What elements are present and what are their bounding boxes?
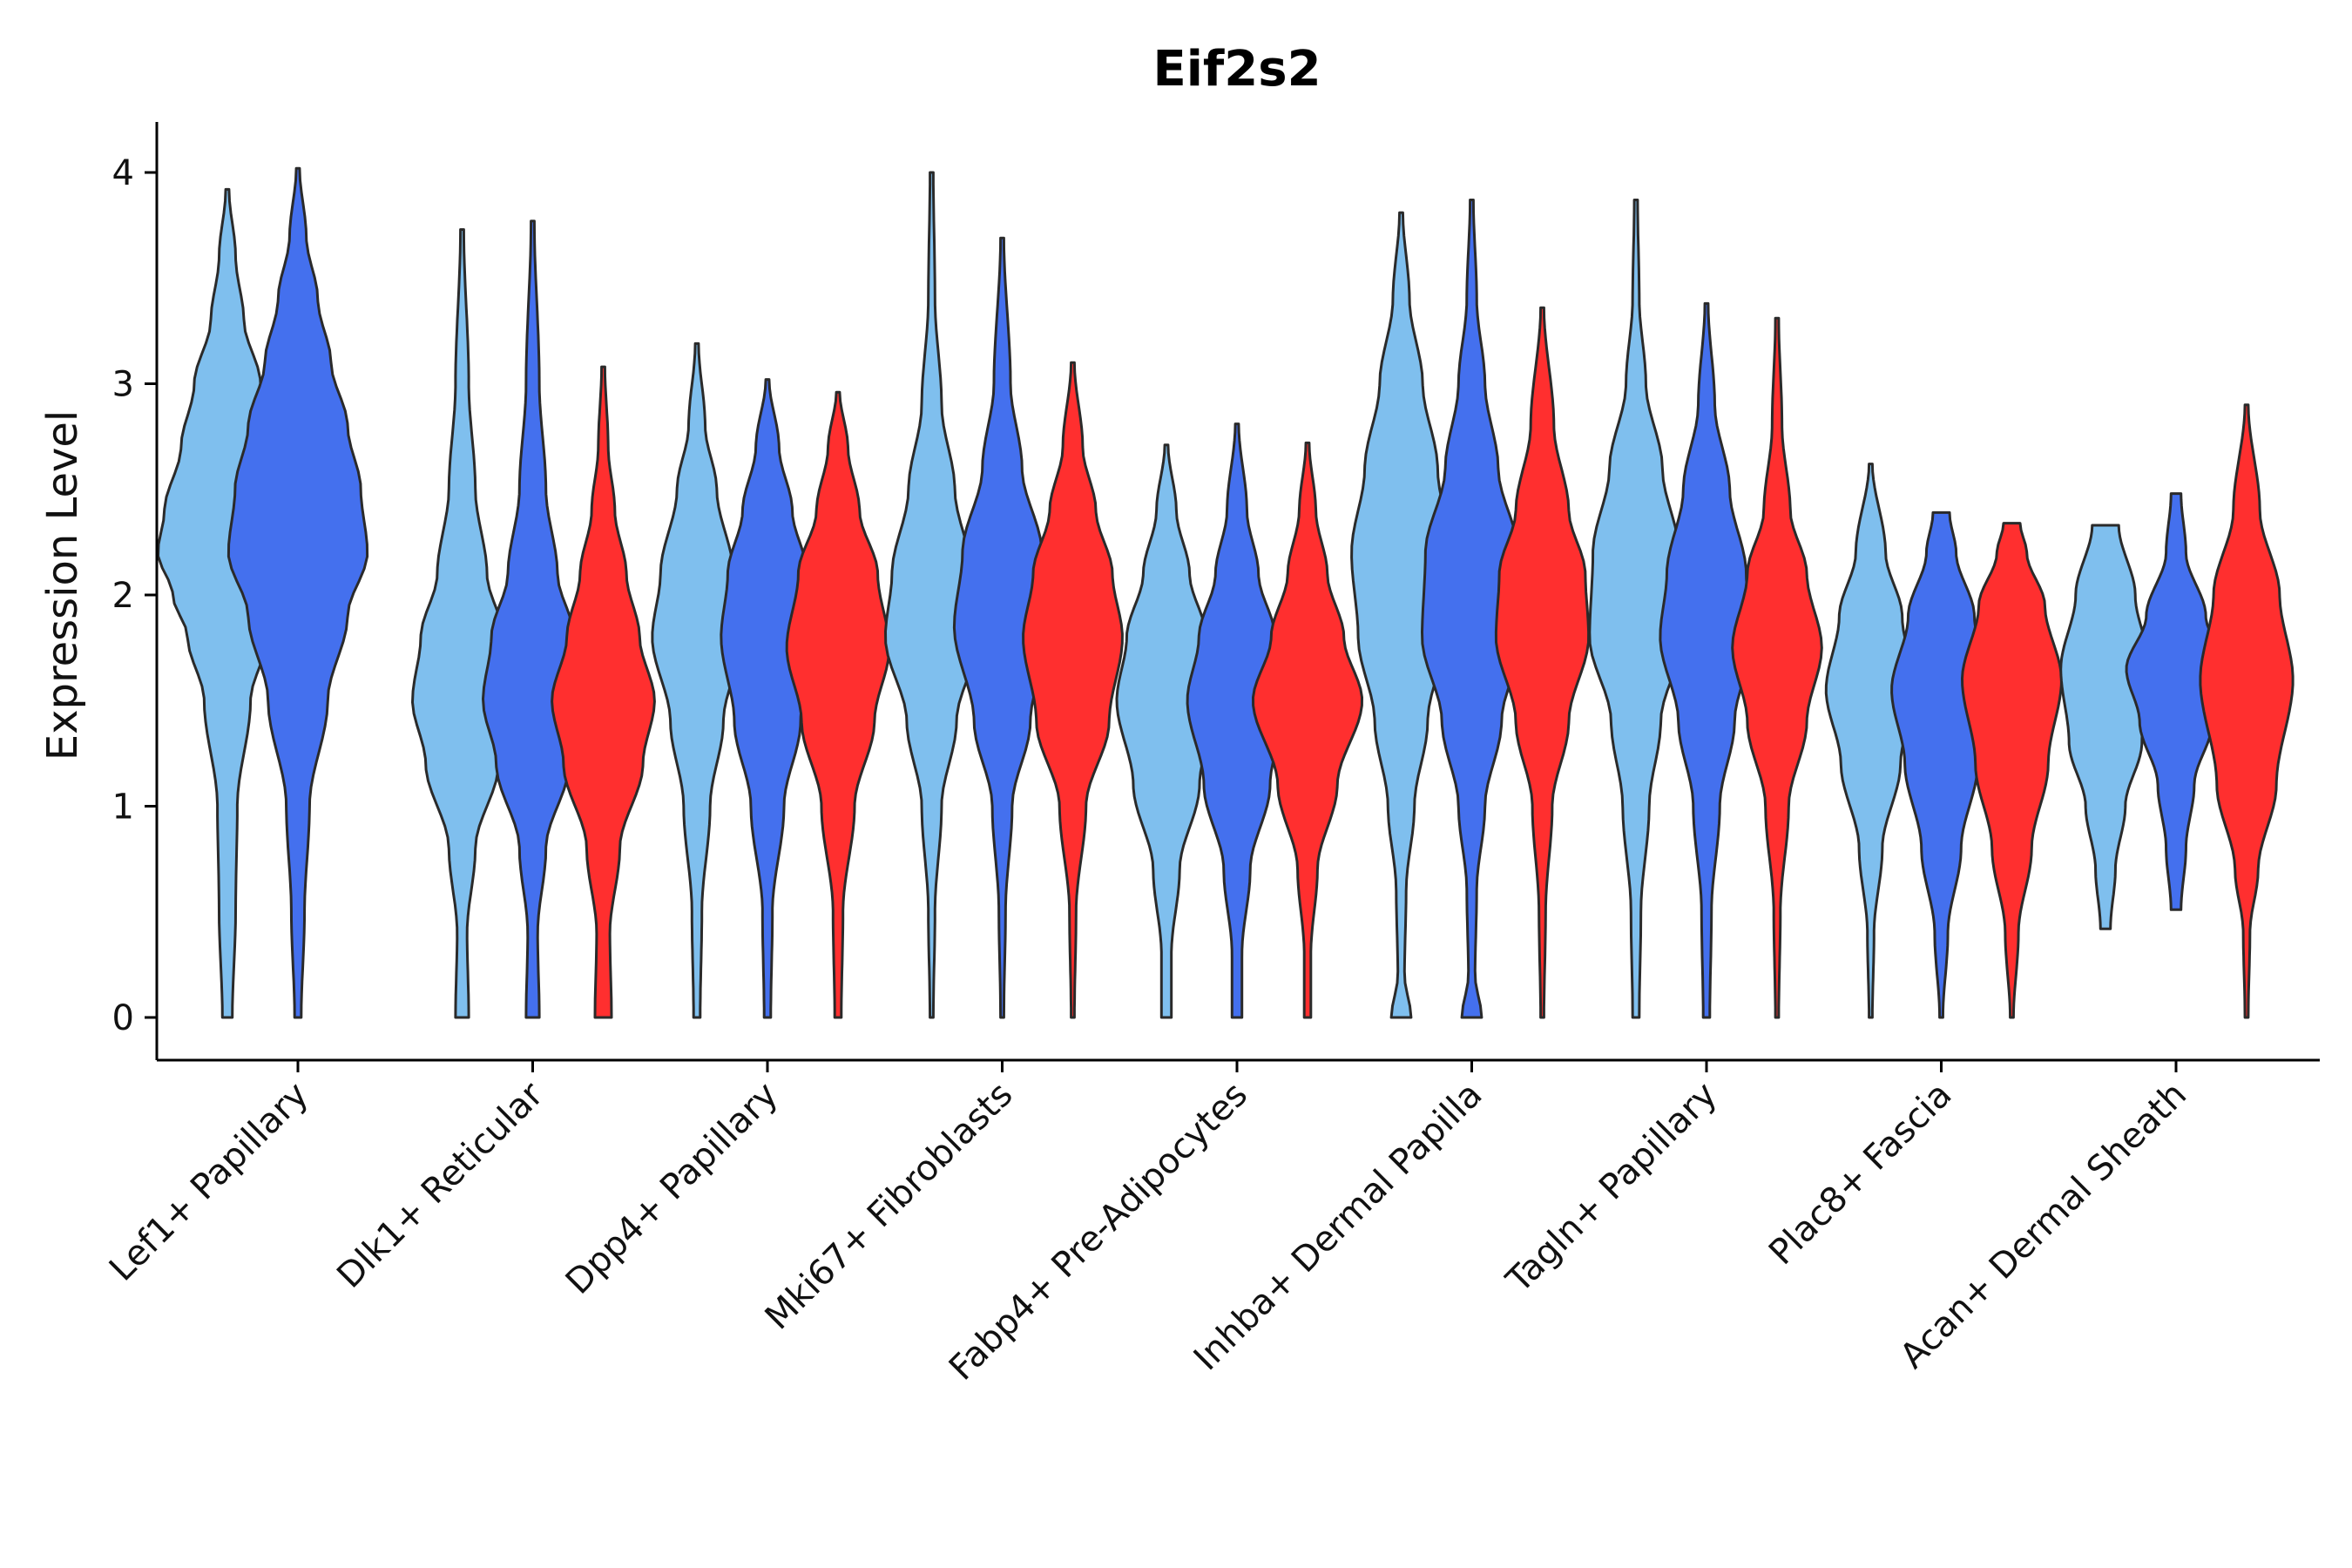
x-tick-label: Plac8+ Fascia xyxy=(1761,1075,1960,1274)
violin-3-group-1 xyxy=(651,341,743,1019)
violin-5-group-2 xyxy=(1186,422,1288,1019)
y-tick-label: 1 xyxy=(112,787,134,828)
violin-group xyxy=(157,166,2295,1019)
violin-1-group-2 xyxy=(226,166,369,1019)
violin-8-group-3 xyxy=(1961,522,2063,1019)
violin-7-group-1 xyxy=(1588,199,1684,1019)
violin-4-group-2 xyxy=(952,236,1052,1019)
violin-2-group-2 xyxy=(482,220,584,1019)
y-axis-label: Expression Level xyxy=(38,410,87,761)
violin-3-group-2 xyxy=(720,378,815,1019)
violin-3-group-3 xyxy=(785,390,891,1019)
x-tick-label: Dlk1+ Reticular xyxy=(329,1074,551,1296)
violin-6-group-1 xyxy=(1350,211,1452,1019)
y-tick-label: 2 xyxy=(112,576,134,616)
violin-7-group-2 xyxy=(1659,301,1754,1019)
violin-9-group-2 xyxy=(2125,492,2227,911)
violin-8-group-2 xyxy=(1890,510,1992,1019)
x-tick-label: Tagln+ Papillary xyxy=(1498,1075,1725,1301)
violin-9-group-1 xyxy=(2059,524,2152,930)
x-tick-label: Dpp4+ Papillary xyxy=(558,1075,786,1302)
x-tick-label: Mki67+ Fibroblasts xyxy=(758,1075,1021,1338)
violin-5-group-3 xyxy=(1252,441,1363,1019)
violin-2-group-3 xyxy=(551,365,656,1019)
violin-9-group-3 xyxy=(2199,403,2295,1019)
violin-7-group-3 xyxy=(1731,316,1823,1019)
violin-8-group-1 xyxy=(1824,463,1917,1019)
y-tick-label: 4 xyxy=(112,153,134,193)
chart-title: Eif2s2 xyxy=(1152,41,1321,98)
violin-5-group-1 xyxy=(1115,443,1218,1019)
y-axis: 0 1 2 3 4 xyxy=(112,122,159,1060)
x-tick-label: Lef1+ Papillary xyxy=(102,1075,316,1289)
violin-4-group-3 xyxy=(1022,361,1124,1019)
violin-4-group-1 xyxy=(884,171,979,1019)
x-axis: Lef1+ Papillary Dlk1+ Reticular Dpp4+ Papi… xyxy=(102,1058,2320,1389)
y-tick-label: 0 xyxy=(112,998,134,1038)
violin-6-group-3 xyxy=(1494,306,1591,1019)
y-tick-label: 3 xyxy=(112,365,134,405)
violin-6-group-2 xyxy=(1421,199,1523,1019)
